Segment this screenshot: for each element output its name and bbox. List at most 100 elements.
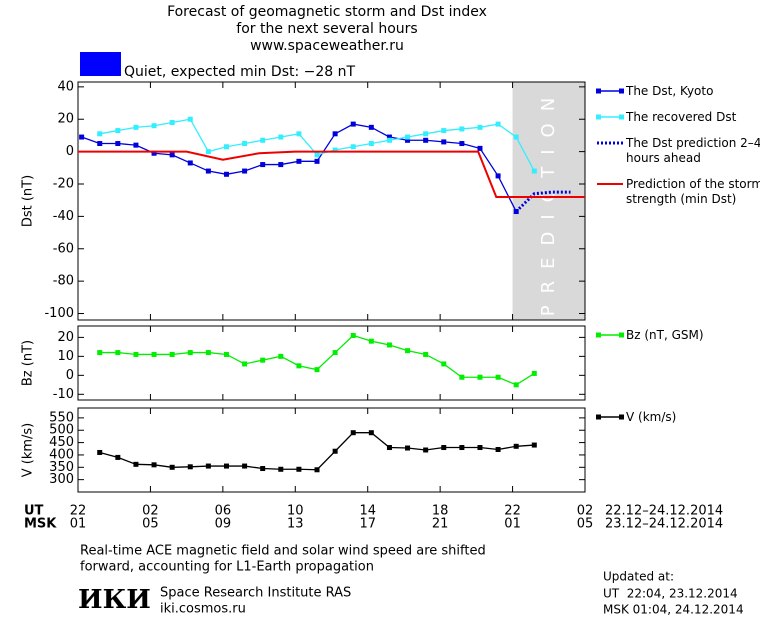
x-tick-label: 06	[215, 504, 232, 519]
x-tick-label: 10	[287, 504, 304, 519]
data-point	[314, 467, 320, 473]
x-tick-label-msk: 01	[504, 517, 521, 532]
data-point	[296, 131, 302, 137]
data-point	[477, 445, 483, 451]
note-line: Real-time ACE magnetic field and solar w…	[80, 544, 486, 559]
data-point	[405, 348, 411, 354]
updated-line: MSK 01:04, 24.12.2014	[603, 603, 744, 617]
data-point	[459, 126, 465, 132]
data-point	[278, 353, 284, 359]
y-tick-label: 10	[57, 349, 74, 364]
data-point	[368, 430, 374, 436]
data-point	[314, 158, 320, 164]
data-point	[459, 141, 465, 147]
data-point	[495, 121, 501, 127]
y-tick-label: -40	[53, 209, 74, 224]
x-tick-label-msk: 13	[287, 517, 304, 532]
data-point	[386, 137, 392, 143]
data-point	[531, 370, 537, 376]
data-point	[169, 351, 175, 357]
title-line: Forecast of geomagnetic storm and Dst in…	[167, 4, 487, 20]
data-point	[513, 382, 519, 388]
data-point	[386, 134, 392, 140]
data-point	[115, 350, 121, 356]
data-point	[169, 464, 175, 470]
data-point	[405, 445, 411, 451]
title-line: www.spaceweather.ru	[250, 38, 404, 54]
data-point	[332, 350, 338, 356]
y-tick-label: -20	[53, 177, 74, 192]
data-point	[368, 141, 374, 147]
legend-item: The Dst, Kyoto	[596, 84, 760, 99]
legend-swatch	[596, 114, 624, 120]
legend-swatch	[596, 88, 624, 94]
series-line	[515, 190, 571, 213]
data-point	[97, 131, 103, 137]
data-point	[260, 357, 266, 363]
data-point	[513, 134, 519, 140]
legend-marker	[619, 114, 624, 120]
data-point	[187, 350, 193, 356]
ut-range: 22.12–24.12.2014	[605, 504, 723, 519]
series-line	[99, 334, 535, 386]
data-point	[151, 462, 157, 468]
x-tick-label-msk: 05	[577, 517, 594, 532]
y-tick-label: 20	[57, 330, 74, 345]
legend-item: Bz (nT, GSM)	[596, 328, 760, 343]
legend-marker	[596, 114, 601, 120]
data-point	[459, 374, 465, 380]
x-tick-label-msk: 09	[215, 517, 232, 532]
data-point	[169, 152, 175, 158]
x-tick-label: 14	[359, 504, 376, 519]
data-point	[423, 447, 429, 453]
data-point	[115, 141, 121, 147]
institute: Space Research Institute RAS	[160, 586, 351, 601]
status: Quiet, expected min Dst: −28 nT	[124, 64, 356, 80]
data-point	[441, 128, 447, 134]
y-tick-label: 0	[66, 368, 74, 383]
data-point	[332, 131, 338, 137]
data-point	[278, 466, 284, 472]
data-point	[187, 160, 193, 166]
legend-label: The Dst, Kyoto	[626, 84, 714, 98]
data-point	[223, 351, 229, 357]
series-line	[78, 150, 585, 198]
y-tick-label: -80	[53, 274, 74, 289]
data-point	[187, 116, 193, 122]
legend-label: V (km/s)	[626, 410, 677, 424]
plot-frame	[77, 407, 586, 493]
data-point	[79, 134, 85, 140]
legend-item: The recovered Dst	[596, 110, 760, 125]
legend-label: The Dst prediction 2–4 hours ahead	[626, 136, 760, 165]
data-point	[531, 442, 537, 448]
y-tick-label: 0	[66, 144, 74, 159]
data-point	[242, 141, 248, 147]
legend-marker	[596, 88, 601, 94]
x-tick-label: 02	[142, 504, 159, 519]
series-line	[81, 123, 517, 212]
x-tick-label: 22	[504, 504, 521, 519]
plot-frame	[77, 81, 586, 321]
data-point	[423, 351, 429, 357]
data-point	[205, 168, 211, 174]
y-tick-label: 40	[57, 79, 74, 94]
data-point	[97, 350, 103, 356]
msk-label: MSK	[24, 517, 57, 532]
y-tick-label: -60	[53, 241, 74, 256]
ut-label: UT	[24, 504, 44, 519]
y-tick-label: 550	[49, 410, 74, 425]
legend-swatch	[596, 332, 624, 338]
data-point	[115, 128, 121, 134]
data-point	[242, 463, 248, 469]
legend: Bz (nT, GSM)	[596, 328, 760, 343]
plot-frame	[77, 325, 586, 401]
x-tick-label-msk: 17	[359, 517, 376, 532]
data-point	[278, 134, 284, 140]
x-tick-label-msk: 21	[432, 517, 449, 532]
data-point	[531, 168, 537, 174]
data-point	[423, 137, 429, 143]
y-tick-label: 400	[49, 447, 74, 462]
data-point	[477, 124, 483, 130]
